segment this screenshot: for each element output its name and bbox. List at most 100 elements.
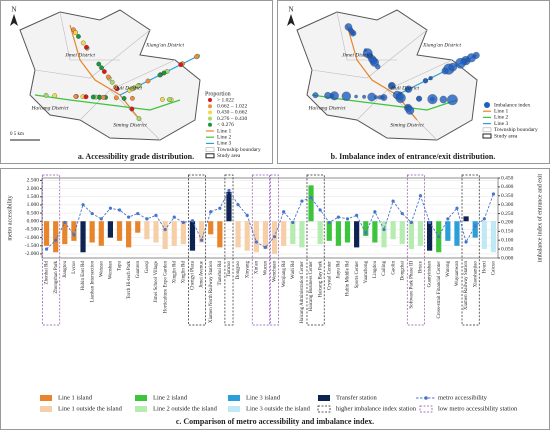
bar bbox=[162, 221, 168, 250]
bar bbox=[363, 221, 369, 236]
line-point bbox=[409, 220, 413, 225]
bar bbox=[472, 221, 478, 238]
x-tick-label: Hubin Middle Rd bbox=[346, 261, 351, 297]
x-tick-label: Chengyi Plaza bbox=[191, 260, 196, 290]
y2-tick-label: 0.450 bbox=[501, 175, 514, 181]
line-point bbox=[145, 217, 149, 221]
map-dot bbox=[455, 58, 466, 69]
map-dot bbox=[100, 95, 106, 100]
map-dot bbox=[76, 34, 81, 39]
x-tick-label: Dongyao bbox=[236, 261, 241, 280]
map-dot bbox=[129, 86, 135, 92]
study-area bbox=[19, 9, 201, 141]
highlight-box bbox=[42, 174, 61, 326]
legend-label: Township boundary bbox=[494, 127, 538, 133]
legend-swatch bbox=[317, 405, 331, 413]
x-tick-label: Cross-strait Financial Center bbox=[437, 261, 442, 319]
map-dot bbox=[73, 30, 78, 35]
line-point bbox=[72, 233, 76, 237]
map-dot bbox=[439, 95, 448, 104]
metro-line-1 bbox=[69, 24, 141, 121]
bar bbox=[199, 221, 205, 243]
line-point bbox=[400, 211, 404, 216]
x-tick-label: Wenjiang Rd bbox=[282, 261, 287, 288]
bar bbox=[189, 221, 196, 251]
line-point bbox=[245, 213, 249, 217]
line-point bbox=[318, 208, 322, 212]
line-point bbox=[154, 213, 158, 217]
map-dot bbox=[135, 83, 141, 89]
highlight-box bbox=[188, 174, 207, 326]
legend-label: Line 2 island bbox=[153, 394, 188, 401]
x-tick-label: Cailing bbox=[382, 261, 387, 276]
highlight-box bbox=[306, 174, 325, 326]
x-tick-label: Xiamen Railway Station bbox=[464, 261, 469, 311]
north-icon bbox=[287, 14, 295, 26]
line-point bbox=[345, 217, 350, 221]
plot-frame bbox=[41, 177, 499, 259]
line bbox=[46, 189, 494, 250]
map-dot bbox=[113, 95, 119, 101]
y-tick-label: 1.000 bbox=[27, 202, 40, 208]
legend-label: higher imbalance index station bbox=[336, 405, 417, 412]
line-point bbox=[54, 238, 58, 242]
bar bbox=[290, 221, 296, 245]
legend-label: Line 1 bbox=[494, 108, 508, 114]
bar bbox=[381, 221, 387, 248]
bar bbox=[427, 221, 433, 251]
bar bbox=[126, 221, 132, 248]
map-dot bbox=[113, 84, 119, 90]
line-point bbox=[272, 235, 277, 239]
legend-swatch bbox=[205, 153, 215, 159]
map-dot bbox=[369, 57, 378, 65]
bar bbox=[317, 221, 323, 245]
y-tick-label: 0.000 bbox=[27, 219, 40, 225]
highlight-box bbox=[461, 174, 480, 326]
x-tick-label: Bruce bbox=[419, 260, 424, 273]
x-tick-label: Software Park Phase III bbox=[410, 261, 415, 309]
map-dot bbox=[324, 91, 332, 100]
legend-swatch bbox=[419, 405, 433, 413]
legend-swatch bbox=[208, 104, 212, 109]
line-point bbox=[437, 235, 441, 239]
x-tick-label: Sports Center bbox=[355, 261, 360, 289]
bar bbox=[390, 221, 396, 240]
map-dot bbox=[448, 62, 458, 72]
bar bbox=[463, 216, 469, 222]
y2-tick-label: 0.200 bbox=[501, 220, 514, 226]
bar bbox=[208, 221, 214, 235]
line-point bbox=[190, 219, 195, 223]
line-point bbox=[482, 217, 486, 221]
map-dot bbox=[441, 67, 449, 75]
metro-line-1 bbox=[346, 24, 418, 121]
x-tick-label: Houxi bbox=[482, 260, 487, 273]
legend-label: Imbalance index bbox=[494, 102, 531, 108]
panel-caption: b. Imbalance index of entrance/exit dist… bbox=[331, 152, 496, 161]
y-axis-title: metro accessibility bbox=[7, 195, 13, 240]
bar bbox=[354, 221, 360, 248]
map-dot bbox=[160, 97, 165, 102]
panel-caption: c. Comparison of metro accessibility and… bbox=[176, 417, 374, 426]
line-point bbox=[108, 206, 112, 210]
x-tick-label: Yuanzhong bbox=[364, 261, 369, 284]
map-dot bbox=[84, 44, 89, 50]
x-tick-label: Jiayu Rd bbox=[337, 261, 342, 279]
bar bbox=[116, 221, 123, 241]
line-point bbox=[355, 213, 359, 217]
map-dot bbox=[96, 61, 102, 67]
y-tick-label: -1.000 bbox=[25, 235, 39, 241]
x-tick-label: Xingjin Rd bbox=[172, 261, 177, 284]
legend-label: 0.430 – 0.662 bbox=[217, 110, 248, 116]
bar bbox=[107, 221, 113, 238]
map-dot bbox=[166, 97, 172, 102]
map: Jimei District Xiang'an District Haicang D… bbox=[10, 6, 261, 161]
north-arrow: N bbox=[11, 6, 16, 14]
map-dot bbox=[99, 65, 104, 71]
legend-label: Study area bbox=[217, 153, 241, 159]
map-dot bbox=[90, 94, 96, 100]
x-tick-label: Wuyuanwan bbox=[455, 261, 460, 287]
map-dot bbox=[101, 69, 107, 74]
x-tick-label: Torch Hi-tech Park bbox=[127, 261, 132, 300]
line-point bbox=[391, 199, 395, 203]
